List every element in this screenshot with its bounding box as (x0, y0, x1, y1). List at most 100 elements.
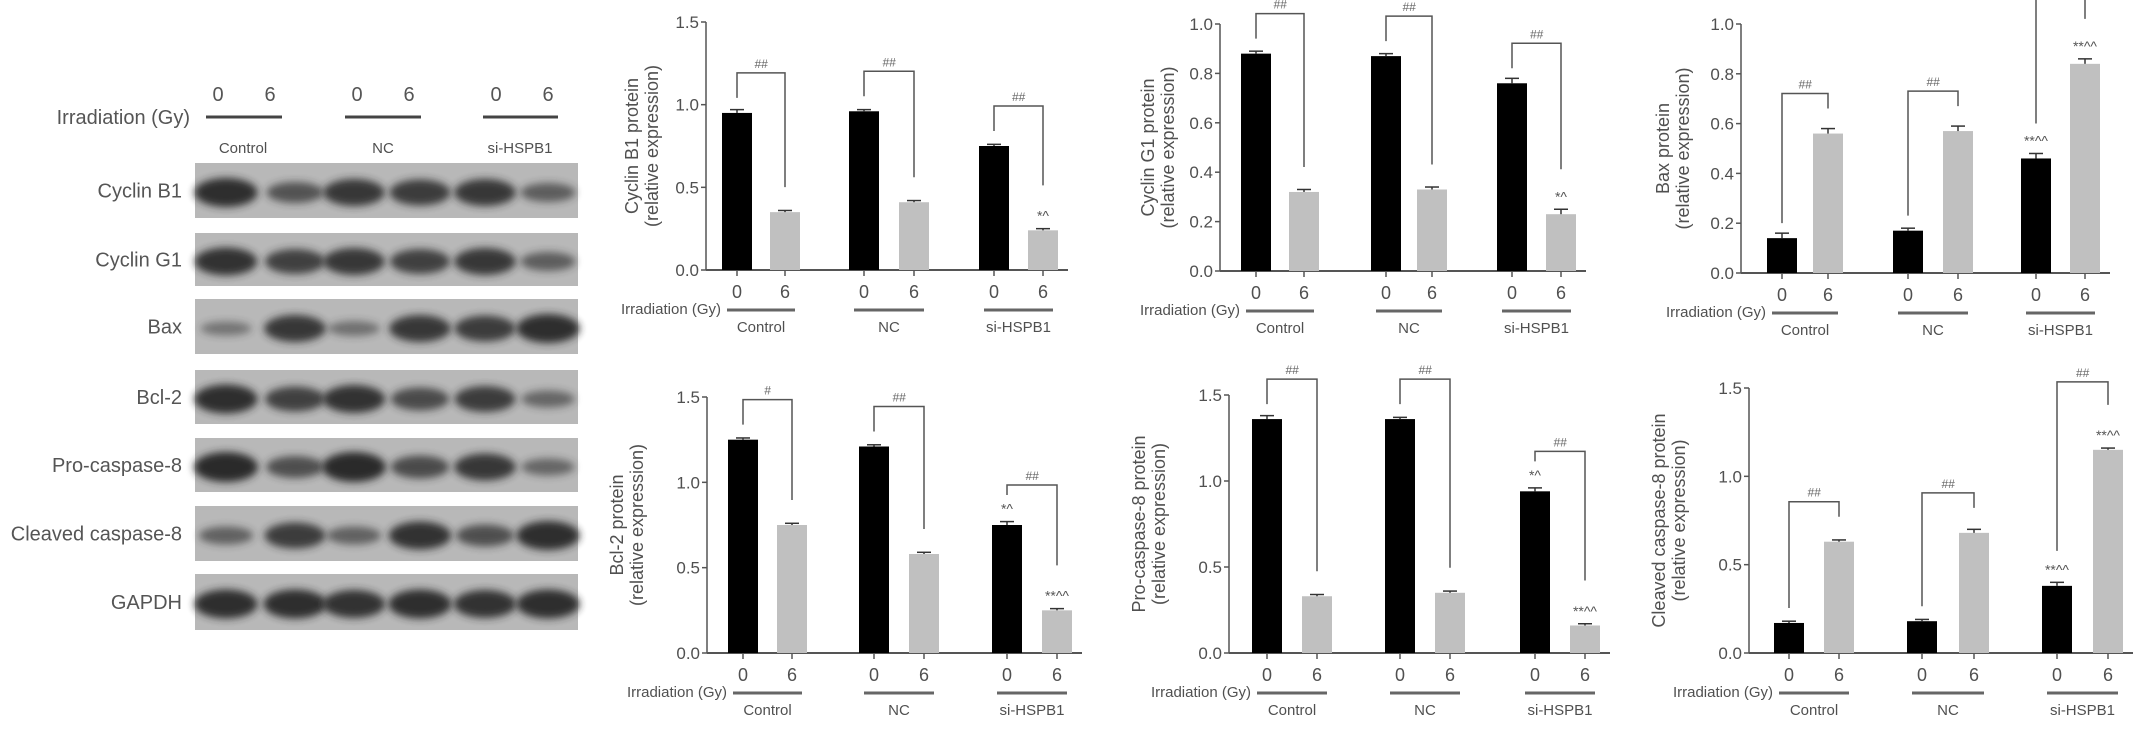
bar (849, 111, 879, 270)
dose-label: 6 (1038, 282, 1048, 302)
y-tick-label: 1.0 (676, 473, 700, 492)
y-tick-label: 0.5 (1198, 558, 1222, 577)
significance-bracket (1511, 42, 1562, 170)
significance-label: # (764, 384, 771, 398)
group-label: si-HSPB1 (2050, 702, 2115, 719)
y-axis-title-line2: (relative expression) (1673, 67, 1693, 229)
blot-band (266, 182, 324, 203)
y-tick-label: 0.6 (1189, 114, 1213, 133)
bar (1385, 419, 1415, 653)
blot-group-label: NC (372, 140, 394, 157)
blot-band (194, 178, 258, 207)
significance-label: ## (1418, 363, 1432, 377)
significance-label: ## (1553, 435, 1567, 449)
blot-band (323, 179, 385, 206)
blot-band (322, 452, 386, 482)
significance-label: ## (1530, 27, 1544, 41)
y-tick-label: 1.5 (1198, 386, 1222, 405)
bar (1241, 53, 1271, 271)
dose-label: 6 (2103, 665, 2113, 685)
significance-bracket (2035, 0, 2086, 124)
blot-row-label: GAPDH (111, 592, 182, 614)
significance-label: ## (1012, 90, 1026, 104)
bar-annotation: *^ (1001, 501, 1013, 517)
blot-band (266, 456, 324, 478)
y-tick-label: 0.2 (1710, 214, 1734, 233)
dose-label: 0 (732, 282, 742, 302)
dose-label: 0 (1903, 285, 1913, 305)
blot-band (389, 179, 451, 206)
blot-band (521, 458, 575, 476)
dose-label: 0 (1262, 665, 1272, 685)
significance-bracket (742, 398, 793, 500)
blot-band (516, 521, 580, 550)
significance-bracket (736, 72, 786, 188)
blot-band (264, 522, 326, 549)
bar (979, 146, 1009, 270)
significance-label: ## (1798, 78, 1812, 92)
dose-label: 0 (869, 665, 879, 685)
y-axis-title-line1: Bcl-2 protein (607, 474, 627, 575)
blot-row-label: Bax (148, 317, 182, 339)
group-label: Control (737, 319, 785, 336)
group-label: Control (1790, 702, 1838, 719)
y-axis-title-line1: Pro-caspase-8 protein (1129, 435, 1149, 612)
bar (1028, 230, 1058, 270)
blot-dose-label: 0 (212, 84, 223, 106)
dose-label: 6 (1834, 665, 1844, 685)
significance-bracket (1006, 484, 1058, 566)
western-blot-panel: Irradiation (Gy) 0 6 Control 0 6 NC 0 6 si-HSPB1… (11, 84, 580, 630)
blot-band (390, 455, 450, 479)
significance-bracket (1907, 90, 1959, 216)
x-axis-title: Irradiation (Gy) (621, 301, 721, 318)
blot-band (194, 247, 258, 276)
dose-label: 6 (909, 282, 919, 302)
y-tick-label: 1.5 (676, 388, 700, 407)
bar-annotation: *^ (1037, 208, 1049, 224)
significance-bracket (1788, 500, 1840, 608)
blot-band (200, 321, 252, 336)
bar (2021, 158, 2051, 273)
dose-label: 0 (1777, 285, 1787, 305)
blot-band (198, 526, 254, 545)
x-axis-title: Irradiation (Gy) (1151, 684, 1251, 701)
y-axis-title: Pro-caspase-8 protein (relative expressio… (1129, 435, 1169, 612)
y-tick-label: 0.8 (1189, 64, 1213, 83)
blot-row: Bcl-2 (136, 370, 578, 424)
dose-label: 0 (2052, 665, 2062, 685)
dose-label: 6 (2080, 285, 2090, 305)
significance-bracket (1534, 450, 1586, 581)
blot-band (389, 315, 451, 342)
blot-band (454, 453, 516, 481)
significance-bracket (1781, 92, 1829, 224)
blot-row-label: Cyclin B1 (98, 181, 182, 203)
dose-label: 6 (1953, 285, 1963, 305)
dose-label: 0 (859, 282, 869, 302)
bar (899, 202, 929, 270)
x-axis-title: Irradiation (Gy) (1673, 684, 1773, 701)
dose-label: 0 (1381, 283, 1391, 303)
group-label: si-HSPB1 (2028, 322, 2093, 339)
blot-dose-label: 0 (490, 84, 501, 106)
bar (777, 525, 807, 653)
significance-label: ## (892, 390, 906, 404)
significance-bracket (873, 405, 925, 530)
y-tick-label: 0.8 (1710, 65, 1734, 84)
blot-band (390, 249, 450, 274)
group-label: NC (888, 702, 910, 719)
y-axis-title-line2: (relative expression) (1149, 443, 1169, 605)
bar (728, 439, 758, 653)
dose-label: 0 (1507, 283, 1517, 303)
dose-label: 0 (738, 665, 748, 685)
group-label: si-HSPB1 (986, 319, 1051, 336)
y-tick-label: 0.5 (1718, 556, 1742, 575)
y-axis-title-line1: Cyclin G1 protein (1138, 78, 1158, 216)
group-label: si-HSPB1 (999, 702, 1064, 719)
bar (1943, 131, 1973, 273)
blot-row: GAPDH (111, 574, 580, 630)
dose-label: 6 (919, 665, 929, 685)
y-axis-title-line2: (relative expression) (1669, 439, 1689, 601)
blot-band (521, 390, 575, 408)
blot-row-label: Cyclin G1 (95, 250, 182, 272)
